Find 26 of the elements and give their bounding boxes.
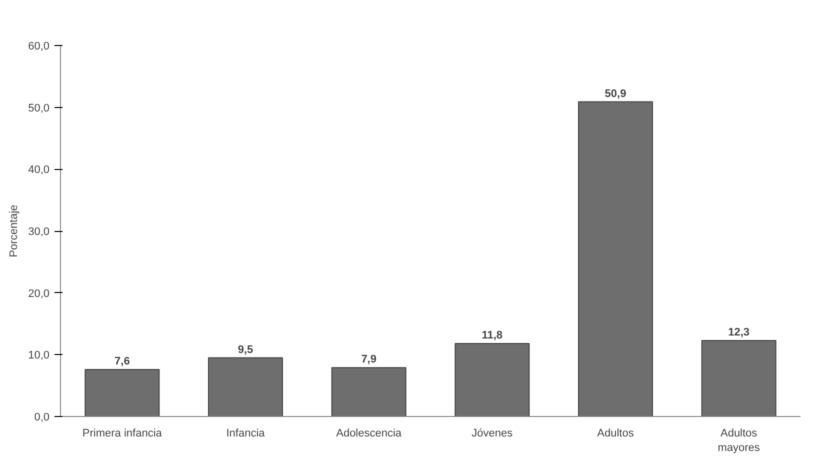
data-label: 7,9	[361, 354, 376, 366]
bar	[454, 343, 530, 416]
bar	[84, 369, 160, 416]
x-tick-label: Jóvenes	[472, 428, 514, 440]
y-tick-label: 20,0	[28, 288, 50, 300]
bar	[331, 367, 406, 416]
y-axis-title: Porcentaje	[8, 204, 20, 258]
data-label: 7,6	[114, 356, 130, 368]
data-label: 11,8	[482, 330, 503, 342]
y-tick-label: 40,0	[28, 164, 50, 176]
x-tick-label: Infancia	[226, 428, 266, 440]
y-tick-label: 60,0	[28, 40, 50, 52]
x-tick-label: Adolescencia	[336, 428, 402, 440]
bar	[578, 101, 653, 416]
x-tick-label: Primera infancia	[82, 428, 163, 440]
y-tick-label: 50,0	[28, 102, 50, 114]
data-label: 9,5	[238, 344, 254, 356]
data-label: 12,3	[728, 326, 750, 338]
y-tick-label: 30,0	[28, 226, 50, 238]
x-tick-label: Adultos	[597, 428, 634, 440]
data-label: 50,9	[604, 88, 626, 100]
bar	[701, 340, 776, 416]
y-tick-label: 10,0	[28, 350, 50, 362]
x-tick-label: Adultos mayores	[718, 428, 760, 454]
y-tick-label: 0,0	[34, 412, 50, 424]
bar	[208, 357, 283, 416]
